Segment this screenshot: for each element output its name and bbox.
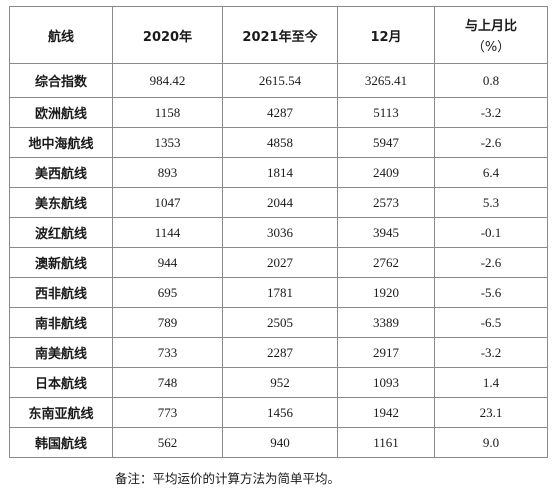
table-row: 综合指数 984.42 2615.54 3265.41 0.8 [9,63,548,98]
table-row: 东南亚航线 773 1456 1942 23.1 [9,397,548,428]
header-december: 12月 [337,6,435,64]
cell-2020-value: 733 [112,337,223,368]
cell-december-value: 3945 [337,217,435,248]
cell-2020-value: 748 [112,367,223,398]
cell-december-value: 1942 [337,397,435,428]
freight-index-table-container: 航线 2020年 2021年至今 12月 与上月比 （%） 综合指数 984.42… [9,6,548,458]
table-row: 地中海航线 1353 4858 5947 -2.6 [9,127,548,158]
header-mom-unit: （%） [471,40,511,55]
header-row: 航线 2020年 2021年至今 12月 与上月比 （%） [9,6,548,64]
cell-2021-value: 2505 [222,307,338,338]
cell-2020-value: 893 [112,157,223,188]
cell-december-value: 3389 [337,307,435,338]
cell-2021-value: 2615.54 [222,63,338,98]
cell-2021-value: 2044 [222,187,338,218]
cell-mom-change: 6.4 [434,157,548,188]
cell-route-name: 地中海航线 [9,127,113,158]
cell-2021-value: 4858 [222,127,338,158]
cell-mom-change: -2.6 [434,127,548,158]
cell-route-name: 韩国航线 [9,427,113,458]
table-body: 综合指数 984.42 2615.54 3265.41 0.8 欧洲航线 1158 4287 5… [9,63,548,458]
table-row: 欧洲航线 1158 4287 5113 -3.2 [9,97,548,128]
cell-2021-value: 2027 [222,247,338,278]
cell-route-name: 综合指数 [9,63,113,98]
freight-index-table: 航线 2020年 2021年至今 12月 与上月比 （%） 综合指数 984.42… [9,6,548,458]
footnote: 备注：平均运价的计算方法为简单平均。 [115,471,341,486]
header-2021-to-date: 2021年至今 [222,6,338,64]
cell-2021-value: 1814 [222,157,338,188]
cell-2020-value: 944 [112,247,223,278]
cell-2020-value: 1353 [112,127,223,158]
cell-route-name: 日本航线 [9,367,113,398]
cell-december-value: 2762 [337,247,435,278]
cell-route-name: 美东航线 [9,187,113,218]
cell-mom-change: -3.2 [434,97,548,128]
cell-mom-change: 5.3 [434,187,548,218]
table-row: 日本航线 748 952 1093 1.4 [9,367,548,398]
table-row: 南美航线 733 2287 2917 -3.2 [9,337,548,368]
table-row: 韩国航线 562 940 1161 9.0 [9,427,548,458]
cell-route-name: 波红航线 [9,217,113,248]
cell-2021-value: 4287 [222,97,338,128]
cell-route-name: 美西航线 [9,157,113,188]
cell-2020-value: 1158 [112,97,223,128]
table-row: 美西航线 893 1814 2409 6.4 [9,157,548,188]
table-row: 美东航线 1047 2044 2573 5.3 [9,187,548,218]
cell-mom-change: -0.1 [434,217,548,248]
table-row: 澳新航线 944 2027 2762 -2.6 [9,247,548,278]
cell-2020-value: 789 [112,307,223,338]
cell-december-value: 2409 [337,157,435,188]
cell-2021-value: 1456 [222,397,338,428]
cell-december-value: 1920 [337,277,435,308]
cell-december-value: 1093 [337,367,435,398]
cell-route-name: 西非航线 [9,277,113,308]
header-month-over-month: 与上月比 （%） [434,6,548,64]
cell-december-value: 5113 [337,97,435,128]
header-2020: 2020年 [112,6,223,64]
cell-december-value: 2917 [337,337,435,368]
cell-2020-value: 695 [112,277,223,308]
cell-2020-value: 773 [112,397,223,428]
cell-december-value: 1161 [337,427,435,458]
cell-route-name: 南美航线 [9,337,113,368]
table-row: 南非航线 789 2505 3389 -6.5 [9,307,548,338]
cell-2020-value: 562 [112,427,223,458]
cell-route-name: 欧洲航线 [9,97,113,128]
cell-mom-change: -3.2 [434,337,548,368]
cell-2021-value: 952 [222,367,338,398]
cell-mom-change: 0.8 [434,63,548,98]
cell-2020-value: 984.42 [112,63,223,98]
table-row: 西非航线 695 1781 1920 -5.6 [9,277,548,308]
cell-2021-value: 2287 [222,337,338,368]
cell-december-value: 3265.41 [337,63,435,98]
cell-route-name: 澳新航线 [9,247,113,278]
cell-mom-change: 23.1 [434,397,548,428]
cell-route-name: 南非航线 [9,307,113,338]
cell-mom-change: 1.4 [434,367,548,398]
cell-2020-value: 1144 [112,217,223,248]
cell-2021-value: 940 [222,427,338,458]
cell-december-value: 5947 [337,127,435,158]
cell-route-name: 东南亚航线 [9,397,113,428]
cell-december-value: 2573 [337,187,435,218]
cell-mom-change: -5.6 [434,277,548,308]
cell-2020-value: 1047 [112,187,223,218]
cell-2021-value: 3036 [222,217,338,248]
table-header: 航线 2020年 2021年至今 12月 与上月比 （%） [9,6,548,64]
header-route: 航线 [9,6,113,64]
cell-2021-value: 1781 [222,277,338,308]
cell-mom-change: 9.0 [434,427,548,458]
cell-mom-change: -6.5 [434,307,548,338]
table-row: 波红航线 1144 3036 3945 -0.1 [9,217,548,248]
cell-mom-change: -2.6 [434,247,548,278]
header-mom-label: 与上月比 [464,19,517,34]
